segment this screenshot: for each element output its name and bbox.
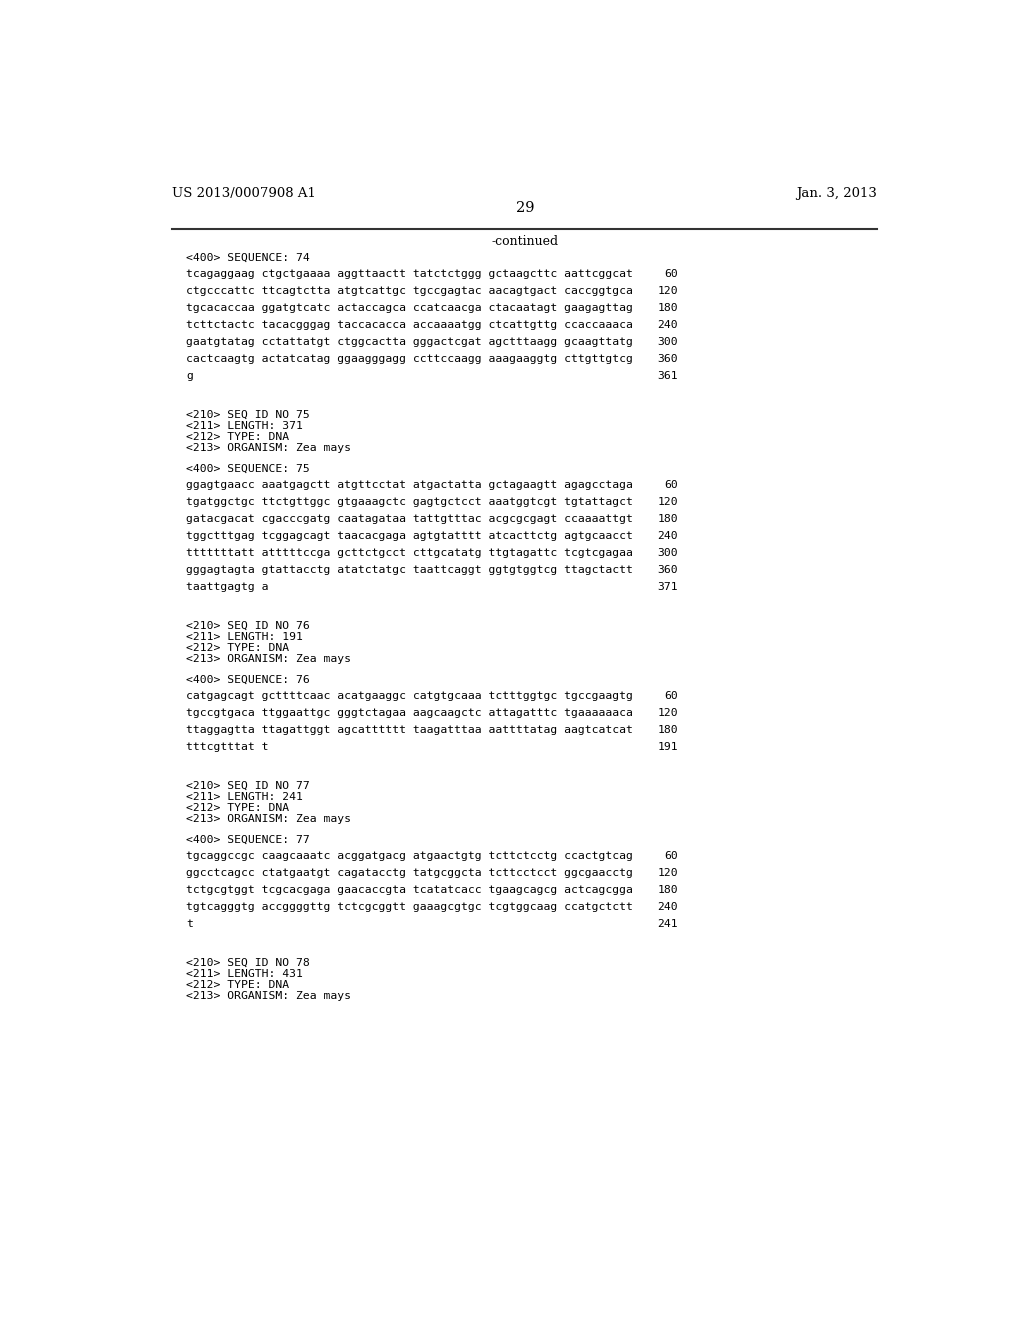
Text: <211> LENGTH: 241: <211> LENGTH: 241 [186, 792, 303, 801]
Text: Jan. 3, 2013: Jan. 3, 2013 [797, 187, 878, 199]
Text: <213> ORGANISM: Zea mays: <213> ORGANISM: Zea mays [186, 444, 351, 453]
Text: 60: 60 [665, 269, 678, 280]
Text: <213> ORGANISM: Zea mays: <213> ORGANISM: Zea mays [186, 991, 351, 1001]
Text: 371: 371 [657, 582, 678, 591]
Text: <400> SEQUENCE: 74: <400> SEQUENCE: 74 [186, 252, 310, 263]
Text: -continued: -continued [492, 235, 558, 248]
Text: tgatggctgc ttctgttggc gtgaaagctc gagtgctcct aaatggtcgt tgtattagct: tgatggctgc ttctgttggc gtgaaagctc gagtgct… [186, 498, 633, 507]
Text: t: t [186, 919, 193, 929]
Text: 180: 180 [657, 304, 678, 313]
Text: <211> LENGTH: 191: <211> LENGTH: 191 [186, 631, 303, 642]
Text: 300: 300 [657, 337, 678, 347]
Text: 180: 180 [657, 886, 678, 895]
Text: <213> ORGANISM: Zea mays: <213> ORGANISM: Zea mays [186, 814, 351, 824]
Text: 120: 120 [657, 498, 678, 507]
Text: <210> SEQ ID NO 75: <210> SEQ ID NO 75 [186, 409, 310, 420]
Text: 360: 360 [657, 354, 678, 364]
Text: tcagaggaag ctgctgaaaa aggttaactt tatctctggg gctaagcttc aattcggcat: tcagaggaag ctgctgaaaa aggttaactt tatctct… [186, 269, 633, 280]
Text: <212> TYPE: DNA: <212> TYPE: DNA [186, 432, 289, 442]
Text: 60: 60 [665, 692, 678, 701]
Text: 60: 60 [665, 851, 678, 862]
Text: <210> SEQ ID NO 77: <210> SEQ ID NO 77 [186, 780, 310, 791]
Text: 361: 361 [657, 371, 678, 381]
Text: 191: 191 [657, 742, 678, 752]
Text: tttttttatt atttttccga gcttctgcct cttgcatatg ttgtagattc tcgtcgagaa: tttttttatt atttttccga gcttctgcct cttgcat… [186, 548, 633, 558]
Text: <400> SEQUENCE: 75: <400> SEQUENCE: 75 [186, 463, 310, 474]
Text: 240: 240 [657, 531, 678, 541]
Text: US 2013/0007908 A1: US 2013/0007908 A1 [172, 187, 316, 199]
Text: gggagtagta gtattacctg atatctatgc taattcaggt ggtgtggtcg ttagctactt: gggagtagta gtattacctg atatctatgc taattca… [186, 565, 633, 576]
Text: 180: 180 [657, 515, 678, 524]
Text: 60: 60 [665, 480, 678, 490]
Text: 180: 180 [657, 725, 678, 735]
Text: 120: 120 [657, 869, 678, 878]
Text: tgcacaccaa ggatgtcatc actaccagca ccatcaacga ctacaatagt gaagagttag: tgcacaccaa ggatgtcatc actaccagca ccatcaa… [186, 304, 633, 313]
Text: tgtcagggtg accggggttg tctcgcggtt gaaagcgtgc tcgtggcaag ccatgctctt: tgtcagggtg accggggttg tctcgcggtt gaaagcg… [186, 903, 633, 912]
Text: gaatgtatag cctattatgt ctggcactta gggactcgat agctttaagg gcaagttatg: gaatgtatag cctattatgt ctggcactta gggactc… [186, 337, 633, 347]
Text: tctgcgtggt tcgcacgaga gaacaccgta tcatatcacc tgaagcagcg actcagcgga: tctgcgtggt tcgcacgaga gaacaccgta tcatatc… [186, 886, 633, 895]
Text: ttaggagtta ttagattggt agcatttttt taagatttaa aattttatag aagtcatcat: ttaggagtta ttagattggt agcatttttt taagatt… [186, 725, 633, 735]
Text: 360: 360 [657, 565, 678, 576]
Text: 240: 240 [657, 903, 678, 912]
Text: 241: 241 [657, 919, 678, 929]
Text: <210> SEQ ID NO 78: <210> SEQ ID NO 78 [186, 958, 310, 968]
Text: tttcgtttat t: tttcgtttat t [186, 742, 268, 752]
Text: tcttctactc tacacgggag taccacacca accaaaatgg ctcattgttg ccaccaaaca: tcttctactc tacacgggag taccacacca accaaaa… [186, 321, 633, 330]
Text: 120: 120 [657, 708, 678, 718]
Text: <213> ORGANISM: Zea mays: <213> ORGANISM: Zea mays [186, 653, 351, 664]
Text: ggcctcagcc ctatgaatgt cagatacctg tatgcggcta tcttcctcct ggcgaacctg: ggcctcagcc ctatgaatgt cagatacctg tatgcgg… [186, 869, 633, 878]
Text: 300: 300 [657, 548, 678, 558]
Text: <210> SEQ ID NO 76: <210> SEQ ID NO 76 [186, 620, 310, 631]
Text: 240: 240 [657, 321, 678, 330]
Text: 120: 120 [657, 286, 678, 296]
Text: catgagcagt gcttttcaac acatgaaggc catgtgcaaa tctttggtgc tgccgaagtg: catgagcagt gcttttcaac acatgaaggc catgtgc… [186, 692, 633, 701]
Text: <212> TYPE: DNA: <212> TYPE: DNA [186, 803, 289, 813]
Text: <211> LENGTH: 371: <211> LENGTH: 371 [186, 421, 303, 430]
Text: ggagtgaacc aaatgagctt atgttcctat atgactatta gctagaagtt agagcctaga: ggagtgaacc aaatgagctt atgttcctat atgacta… [186, 480, 633, 490]
Text: 29: 29 [515, 201, 535, 215]
Text: gatacgacat cgacccgatg caatagataa tattgtttac acgcgcgagt ccaaaattgt: gatacgacat cgacccgatg caatagataa tattgtt… [186, 515, 633, 524]
Text: tgcaggccgc caagcaaatc acggatgacg atgaactgtg tcttctcctg ccactgtcag: tgcaggccgc caagcaaatc acggatgacg atgaact… [186, 851, 633, 862]
Text: <400> SEQUENCE: 77: <400> SEQUENCE: 77 [186, 834, 310, 845]
Text: taattgagtg a: taattgagtg a [186, 582, 268, 591]
Text: tgccgtgaca ttggaattgc gggtctagaa aagcaagctc attagatttc tgaaaaaaca: tgccgtgaca ttggaattgc gggtctagaa aagcaag… [186, 708, 633, 718]
Text: <400> SEQUENCE: 76: <400> SEQUENCE: 76 [186, 675, 310, 684]
Text: tggctttgag tcggagcagt taacacgaga agtgtatttt atcacttctg agtgcaacct: tggctttgag tcggagcagt taacacgaga agtgtat… [186, 531, 633, 541]
Text: cactcaagtg actatcatag ggaagggagg ccttccaagg aaagaaggtg cttgttgtcg: cactcaagtg actatcatag ggaagggagg ccttcca… [186, 354, 633, 364]
Text: <212> TYPE: DNA: <212> TYPE: DNA [186, 643, 289, 652]
Text: <211> LENGTH: 431: <211> LENGTH: 431 [186, 969, 303, 979]
Text: ctgcccattc ttcagtctta atgtcattgc tgccgagtac aacagtgact caccggtgca: ctgcccattc ttcagtctta atgtcattgc tgccgag… [186, 286, 633, 296]
Text: g: g [186, 371, 193, 381]
Text: <212> TYPE: DNA: <212> TYPE: DNA [186, 979, 289, 990]
